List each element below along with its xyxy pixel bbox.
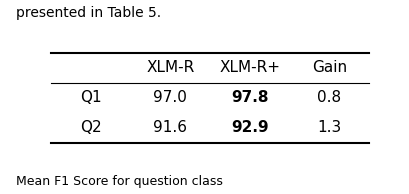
Text: presented in Table 5.: presented in Table 5. <box>16 6 161 20</box>
Text: Mean F1 Score for question class: Mean F1 Score for question class <box>16 175 223 188</box>
